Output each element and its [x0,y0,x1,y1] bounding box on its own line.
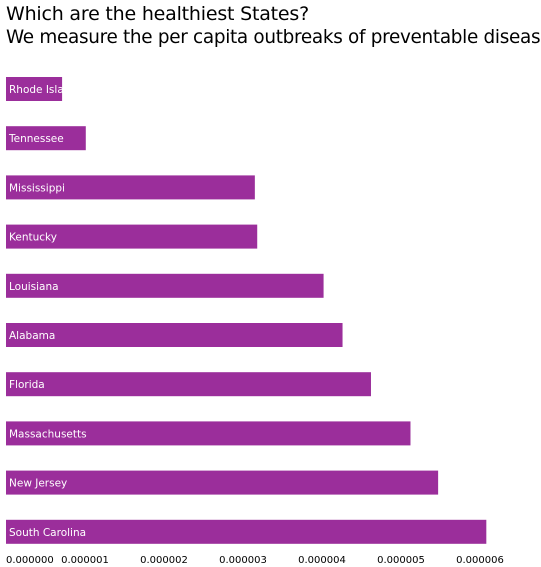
bar-label: Alabama [9,330,55,342]
x-axis: 0.000000 0.000001 0.000002 0.000003 0.000004… [6,555,504,566]
x-tick-label: 0.000003 [219,555,267,566]
bar-south-carolina [6,519,487,544]
bar-label: Massachusetts [9,428,87,440]
bar-label: Florida [9,379,45,391]
bar-tennessee [6,126,86,151]
bar-label: Rhode Island [9,84,77,96]
x-tick-label: 0.000002 [140,555,188,566]
bar-rhode-island [6,77,63,101]
x-tick-label: 0.000006 [456,555,504,566]
x-tick-label: 0.000001 [61,555,109,566]
bar-label: New Jersey [9,478,67,490]
bar-mississippi [6,175,255,200]
bar-group: Rhode Island Tennessee Mississippi Kentucky… [6,77,487,544]
x-tick-label: 0.000000 [6,555,54,566]
bar-new-jersey [6,470,439,495]
bar-label: Louisiana [9,281,59,293]
bar-label: Kentucky [9,232,57,244]
bar-kentucky [6,224,258,249]
chart-subtitle: We measure the per capita outbreaks of p… [6,27,541,48]
bar-louisiana [6,273,324,298]
x-tick-label: 0.000004 [298,555,346,566]
bar-florida [6,372,371,397]
bar-massachusetts [6,421,411,446]
bar-alabama [6,323,343,347]
bar-label: South Carolina [9,527,86,539]
bar-label: Tennessee [8,133,64,145]
bar-label: Mississippi [9,182,65,194]
x-tick-label: 0.000005 [377,555,425,566]
chart-title: Which are the healthiest States? [6,3,309,25]
